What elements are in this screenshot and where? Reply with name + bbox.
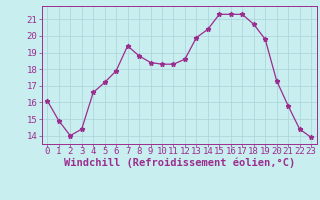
X-axis label: Windchill (Refroidissement éolien,°C): Windchill (Refroidissement éolien,°C) — [64, 157, 295, 168]
